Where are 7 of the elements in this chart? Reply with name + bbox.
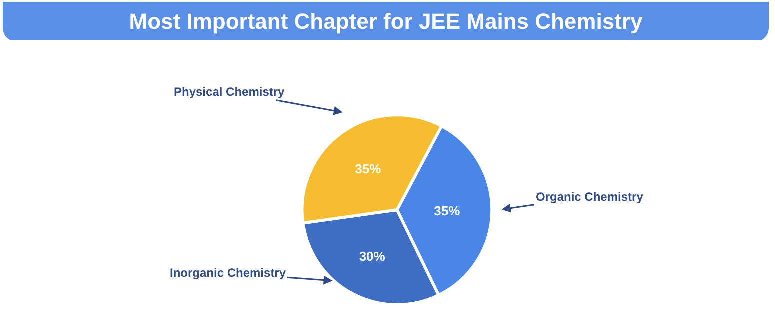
- slice-label: Inorganic Chemistry: [170, 266, 286, 280]
- data-label: 30%: [359, 248, 386, 264]
- data-label: 35%: [434, 203, 461, 218]
- slice-label: Physical Chemistry: [174, 85, 286, 99]
- slice-label: Organic Chemistry: [536, 190, 644, 204]
- data-label: 35%: [355, 161, 382, 176]
- chart-title: Most Important Chapter for JEE Mains Chemistry: [3, 2, 769, 42]
